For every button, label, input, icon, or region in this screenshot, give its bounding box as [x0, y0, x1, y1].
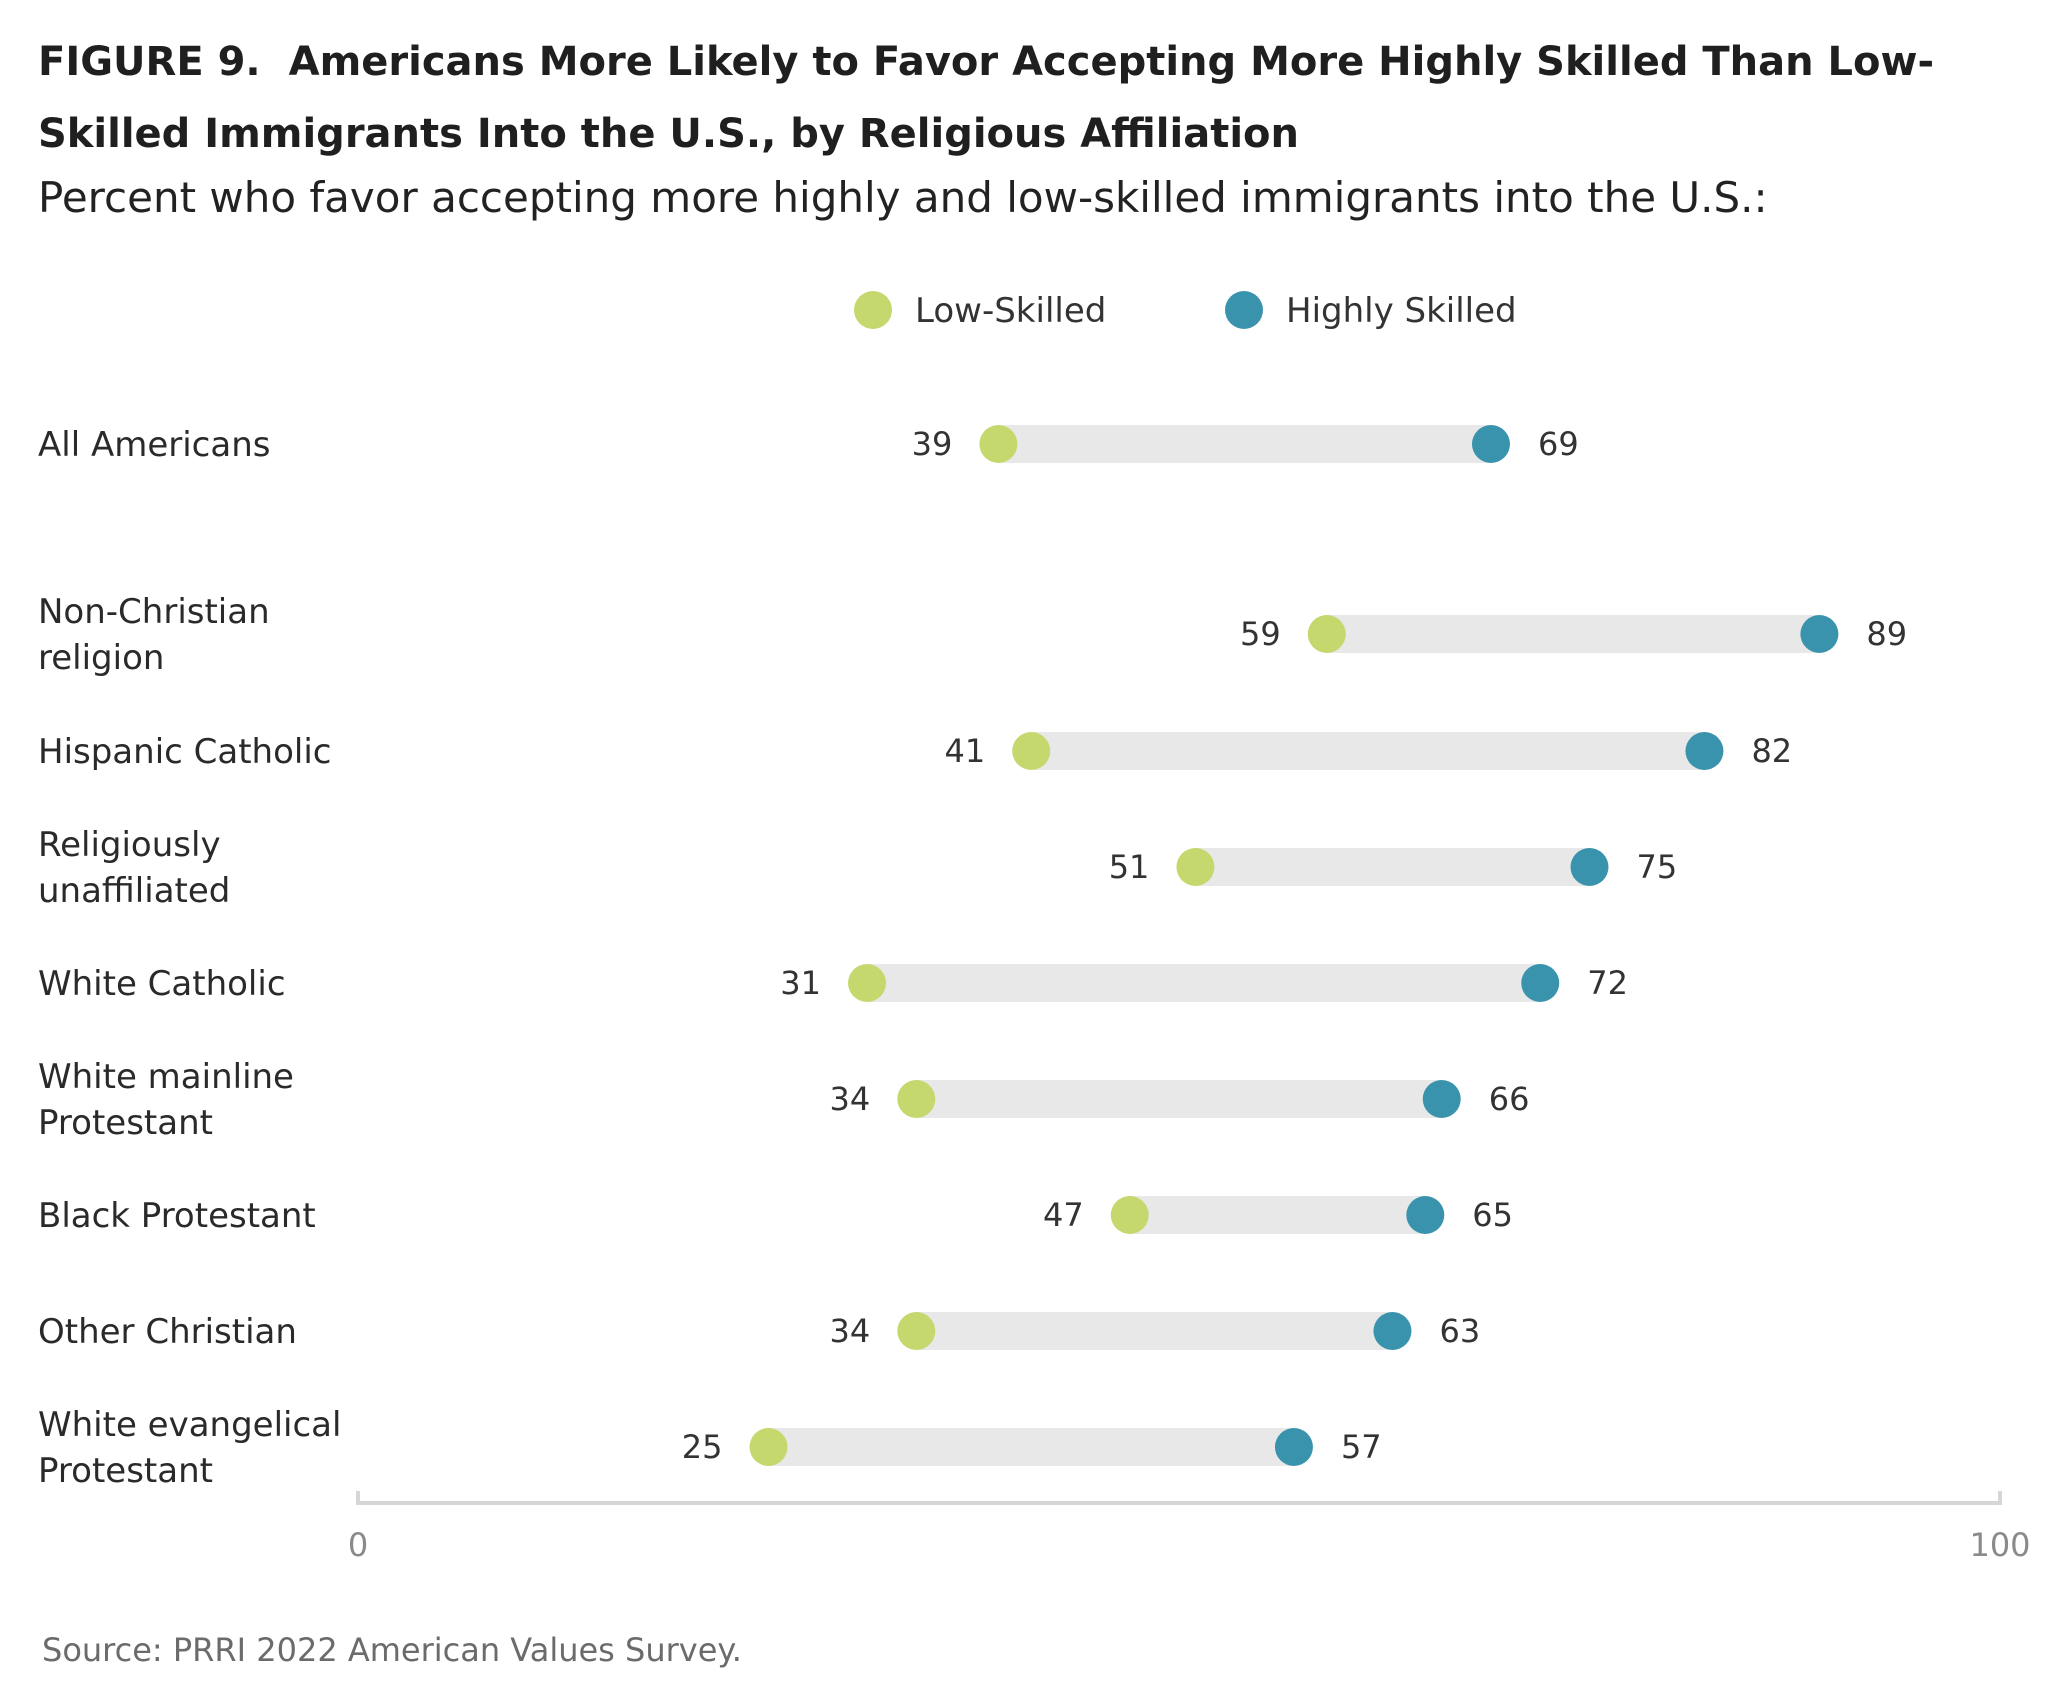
low-skilled-dot [1012, 732, 1051, 770]
highly-skilled-value-label: 66 [1489, 1080, 1530, 1118]
category-label: Religiously unaffiliated [38, 825, 230, 911]
low-skilled-value-label: 51 [1109, 848, 1150, 886]
low-skilled-value-label: 34 [830, 1312, 871, 1350]
highly-skilled-dot [1471, 425, 1510, 463]
highly-skilled-value-label: 75 [1637, 848, 1678, 886]
low-skilled-value-label: 41 [945, 732, 986, 770]
category-label: Non-Christian religion [38, 592, 270, 678]
highly-skilled-value-label: 57 [1341, 1428, 1382, 1466]
highly-skilled-dot [1521, 964, 1560, 1002]
dumbbell-connector [1129, 1196, 1426, 1234]
highly-skilled-dot [1422, 1080, 1461, 1118]
low-skilled-value-label: 47 [1043, 1196, 1084, 1234]
highly-skilled-value-label: 65 [1472, 1196, 1513, 1234]
legend-swatch-high [1225, 291, 1263, 329]
highly-skilled-value-label: 69 [1538, 425, 1579, 463]
dumbbell-connector [916, 1080, 1442, 1118]
category-label: Hispanic Catholic [38, 732, 331, 772]
dumbbell-connector [1326, 615, 1820, 653]
low-skilled-dot [848, 964, 887, 1002]
low-skilled-dot [897, 1080, 936, 1118]
chart-subtitle: Percent who favor accepting more highly … [38, 173, 1768, 222]
highly-skilled-dot [1800, 615, 1839, 653]
highly-skilled-value-label: 82 [1751, 732, 1792, 770]
category-labels: All Americans Non-Christian religion Hispan… [38, 425, 341, 1491]
category-label: White mainline Protestant [38, 1057, 294, 1143]
low-skilled-value-label: 31 [780, 964, 821, 1002]
legend-swatch-low [854, 291, 892, 329]
category-label: White evangelical Protestant [38, 1405, 341, 1491]
low-skilled-value-label: 34 [830, 1080, 871, 1118]
highly-skilled-dot [1373, 1312, 1412, 1350]
x-tick-label: 0 [348, 1526, 368, 1564]
low-skilled-dot [1110, 1196, 1149, 1234]
low-skilled-dot [749, 1428, 788, 1466]
highly-skilled-value-label: 89 [1866, 615, 1907, 653]
low-skilled-dot [897, 1312, 936, 1350]
dumbbell-connector [1031, 732, 1705, 770]
highly-skilled-dot [1570, 848, 1609, 886]
chart-legend: Low-Skilled Highly Skilled [854, 291, 1517, 331]
chart-title: FIGURE 9. Americans More Likely to Favor … [38, 26, 2038, 170]
low-skilled-dot [1176, 848, 1215, 886]
low-skilled-dot [979, 425, 1018, 463]
low-skilled-value-label: 59 [1240, 615, 1281, 653]
category-label: White Catholic [38, 964, 286, 1004]
dumbbell-connector [998, 425, 1491, 463]
category-label: All Americans [38, 425, 270, 465]
figure-title-text: Americans More Likely to Favor Accepting… [38, 39, 1935, 157]
highly-skilled-dot [1685, 732, 1724, 770]
dumbbell-connector [867, 964, 1541, 1002]
low-skilled-value-label: 39 [912, 425, 953, 463]
legend-label-low: Low-Skilled [915, 291, 1106, 331]
dumbbell-connector [768, 1428, 1294, 1466]
figure-number: FIGURE 9. [38, 39, 261, 85]
x-axis: 0 100 [348, 1491, 2031, 1564]
highly-skilled-dot [1274, 1428, 1313, 1466]
highly-skilled-value-label: 72 [1587, 964, 1628, 1002]
low-skilled-dot [1307, 615, 1346, 653]
dumbbell-rows: 39 69 59 89 41 82 51 75 31 72 34 66 47 65 34 63 25 57 [682, 425, 1907, 1466]
category-label: Black Protestant [38, 1196, 316, 1236]
dumbbell-connector [916, 1312, 1393, 1350]
category-label: Other Christian [38, 1312, 297, 1352]
low-skilled-value-label: 25 [682, 1428, 723, 1466]
legend-label-high: Highly Skilled [1286, 291, 1517, 331]
highly-skilled-value-label: 63 [1439, 1312, 1480, 1350]
highly-skilled-dot [1406, 1196, 1445, 1234]
source-note: Source: PRRI 2022 American Values Survey… [42, 1631, 742, 1669]
x-tick-label: 100 [1969, 1526, 2030, 1564]
dumbbell-connector [1195, 848, 1590, 886]
